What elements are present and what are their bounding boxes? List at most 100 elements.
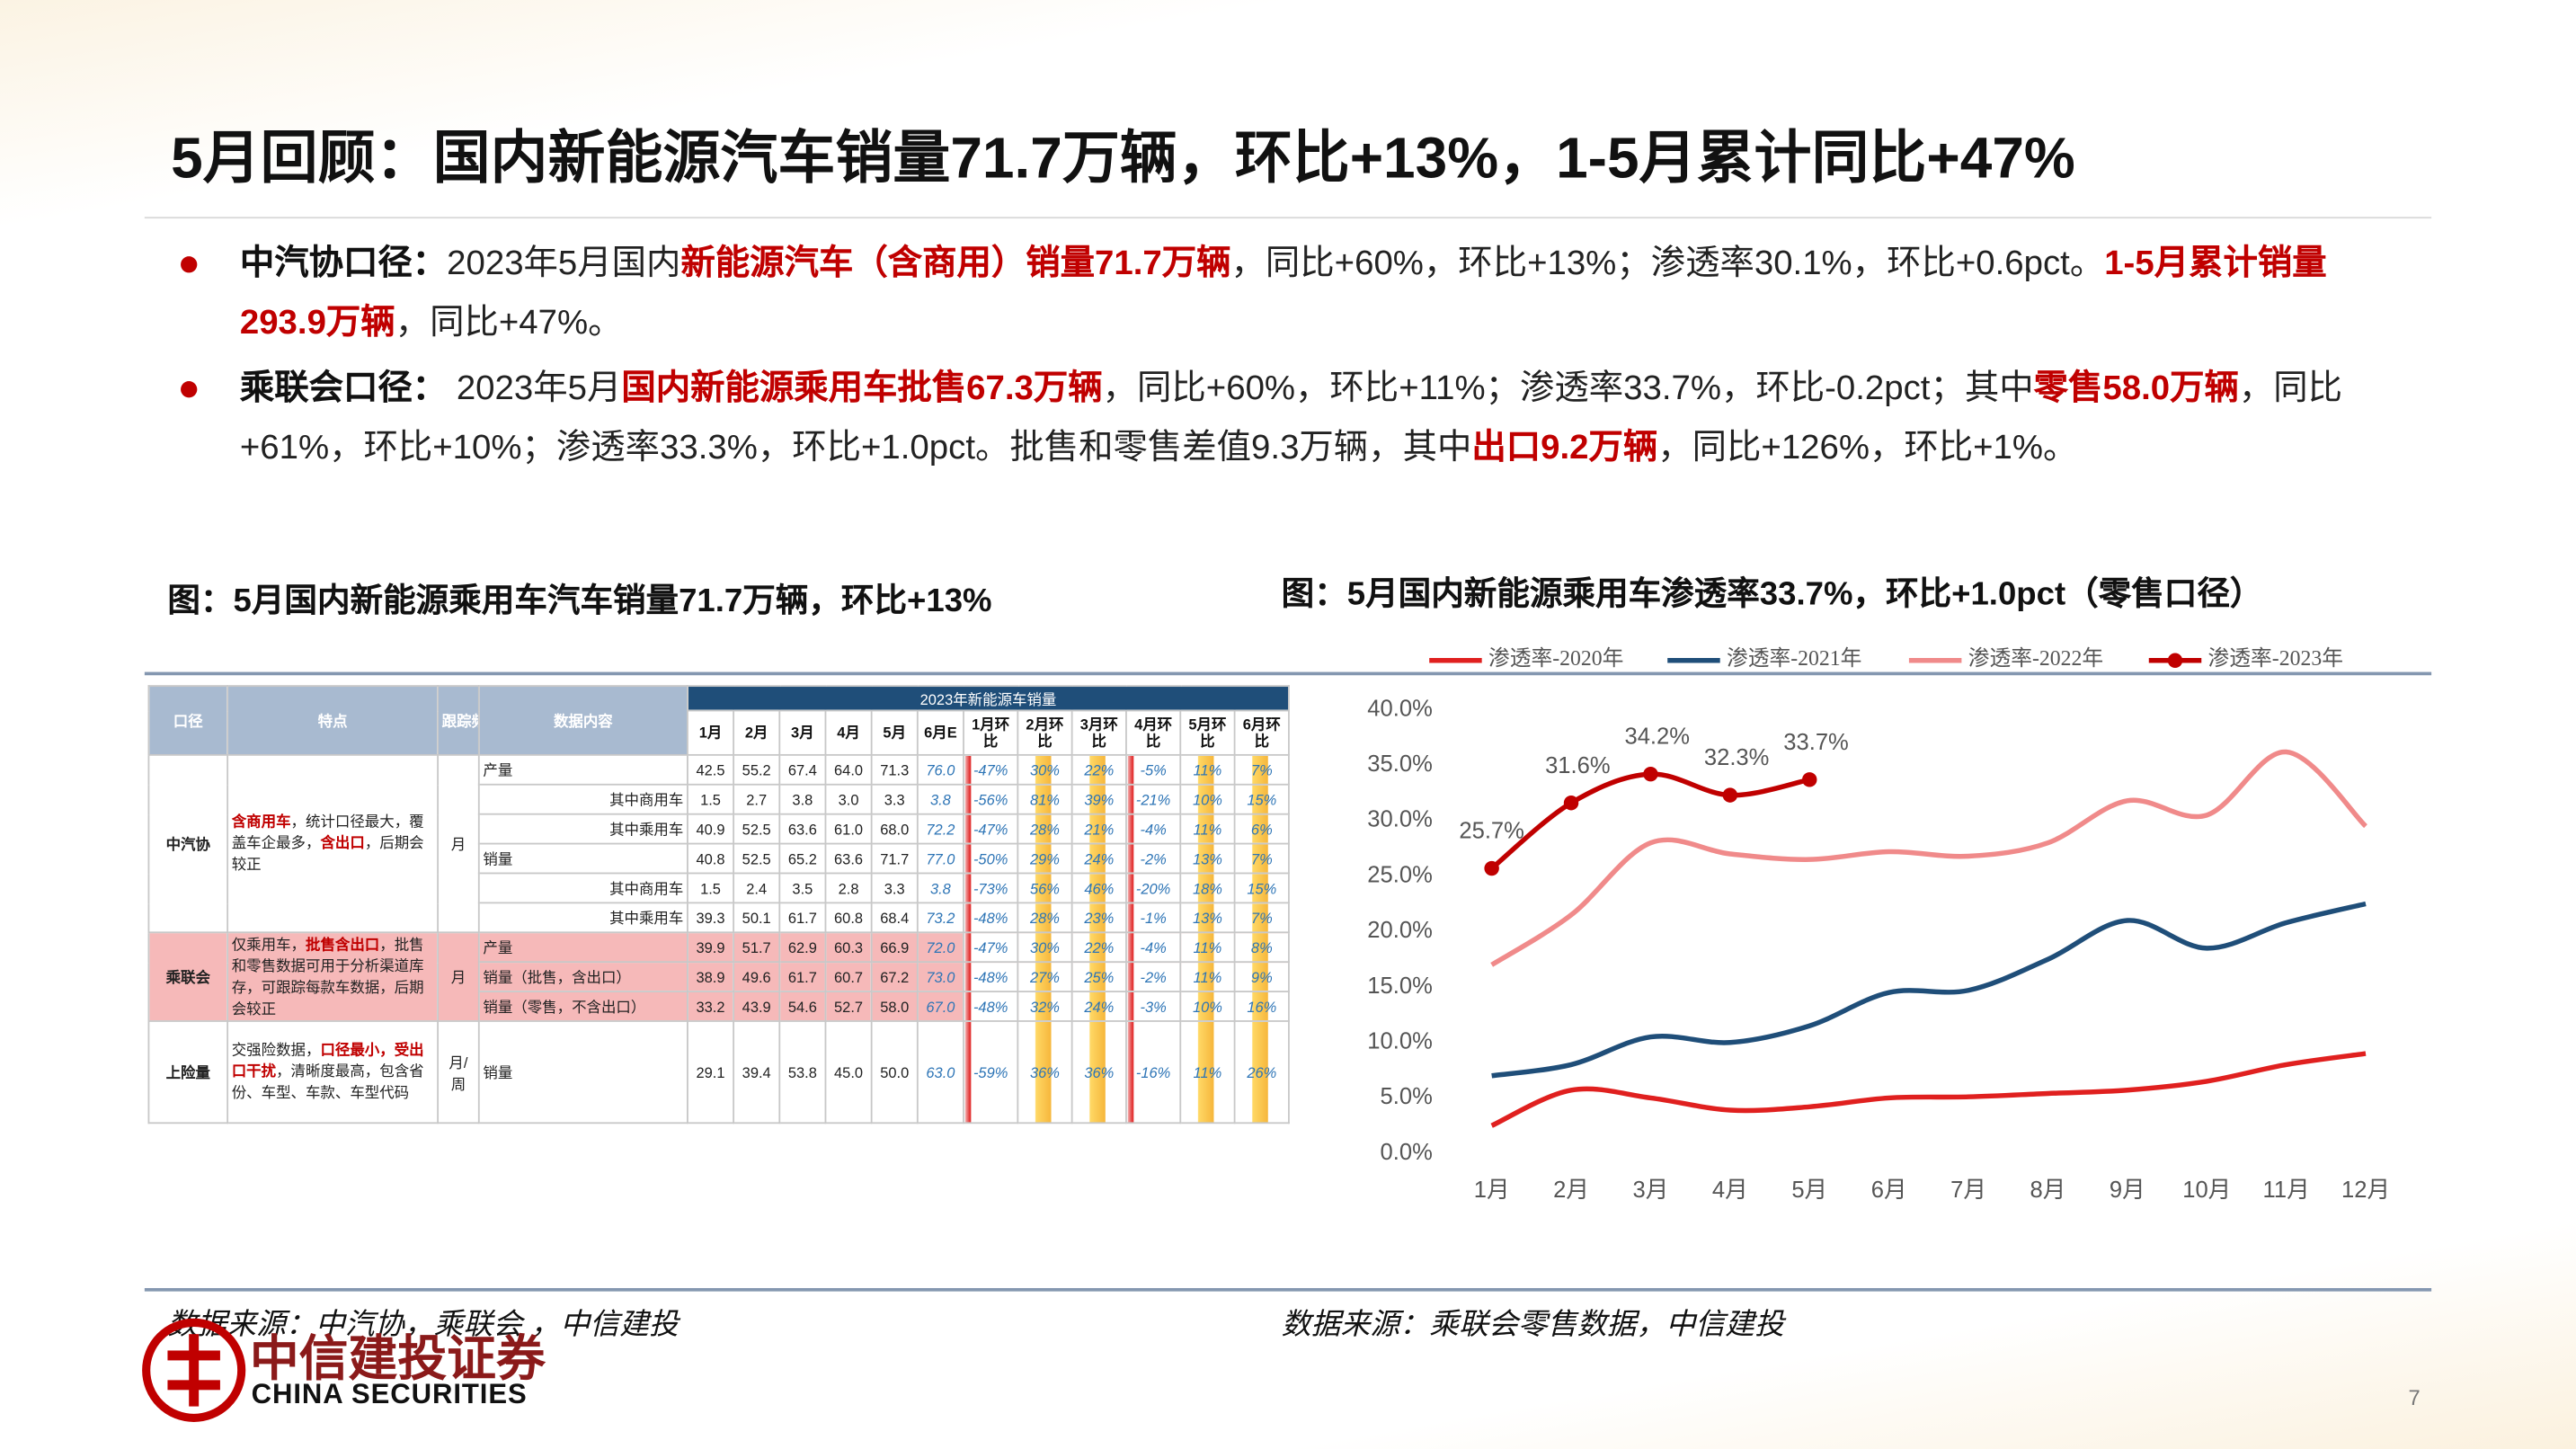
series-line — [1490, 1051, 2367, 1128]
table-cell: 15% — [1233, 783, 1290, 815]
table-cell: 51.7 — [733, 931, 781, 964]
table-cell: 25% — [1070, 961, 1127, 992]
table-cell: 45.0 — [824, 1020, 873, 1125]
table-cell: 73.0 — [916, 961, 964, 992]
table-cell: 64.0 — [824, 753, 873, 786]
table-cell: 39% — [1070, 783, 1127, 815]
table-cell: 60.8 — [824, 902, 873, 934]
text-run: 含商用车 — [231, 813, 291, 831]
x-tick-label: 12月 — [2341, 1178, 2390, 1203]
table-cell: 30% — [1017, 931, 1073, 964]
table-cell: -48% — [963, 902, 1019, 934]
point — [1643, 766, 1658, 782]
table-cell: 24% — [1070, 842, 1127, 875]
table-cell: -48% — [963, 991, 1019, 1022]
header-cell: 口径 — [147, 685, 229, 756]
slide-title: 5月回顾：国内新能源汽车销量71.7万辆，环比+13%，1-5月累计同比+47% — [171, 126, 2075, 191]
group-name: 乘联会 — [147, 931, 229, 1022]
x-tick-label: 9月 — [2110, 1178, 2145, 1203]
series-line — [1490, 749, 2367, 967]
table-cell: 52.5 — [733, 842, 781, 875]
table-cell: 3.3 — [870, 783, 919, 815]
legend-label: 渗透率-2023年 — [2208, 646, 2343, 671]
header-cell: 特点 — [227, 685, 440, 756]
table-cell: -47% — [963, 813, 1019, 845]
group-feature: 含商用车，统计口径最大，覆盖车企最多，含出口，后期会较正 — [227, 753, 440, 934]
row-label: 其中乘用车 — [477, 813, 688, 845]
table-cell: 6% — [1233, 813, 1290, 845]
table-cell: 22% — [1070, 931, 1127, 964]
table-cell: 54.6 — [778, 991, 827, 1022]
y-tick-label: 20.0% — [1367, 918, 1433, 943]
table-cell: 71.3 — [870, 753, 919, 786]
table-cell: 39.9 — [687, 931, 735, 964]
x-tick-label: 11月 — [2263, 1178, 2310, 1203]
table-cell: 3.8 — [916, 783, 964, 815]
point — [1722, 787, 1738, 803]
text-run: 零售58.0万辆 — [2033, 369, 2239, 408]
source: 数据来源：乘联会零售数据，中信建投 — [1281, 1307, 1784, 1341]
group-feature: 交强险数据，口径最小，受出口干扰，清晰度最高，包含省份、车型、车款、车型代码 — [227, 1020, 440, 1125]
table-cell: 42.5 — [687, 753, 735, 786]
table-cell: 72.0 — [916, 931, 964, 964]
table-cell: -5% — [1125, 753, 1182, 786]
y-tick-label: 40.0% — [1367, 696, 1433, 721]
bullet: 乘联会口径： 2023年5月国内新能源乘用车批售67.3万辆，同比+60%，环比… — [181, 360, 2407, 478]
table-cell: 11% — [1179, 931, 1236, 964]
table-cell: 50.0 — [870, 1020, 919, 1125]
table-cell: 28% — [1017, 813, 1073, 845]
table-cell: 39.4 — [733, 1020, 781, 1125]
bullet: 中汽协口径：2023年5月国内新能源汽车（含商用）销量71.7万辆，同比+60%… — [181, 235, 2407, 353]
column-header: 4月 — [824, 709, 873, 756]
table-cell: 62.9 — [778, 931, 827, 964]
table-cell: -56% — [963, 783, 1019, 815]
table-cell: 3.5 — [778, 872, 827, 904]
table-cell: 3.0 — [824, 783, 873, 815]
row-label: 销量 — [477, 1020, 688, 1125]
text-run: 国内新能源乘用车批售67.3万辆 — [621, 369, 1103, 408]
x-tick-label: 2月 — [1553, 1178, 1589, 1203]
page-number: 7 — [2408, 1384, 2421, 1410]
table-cell: 16% — [1233, 991, 1290, 1022]
table-cell: 10% — [1179, 991, 1236, 1022]
table-cell: 10% — [1179, 783, 1236, 815]
text-run: ，同比+61%，环比+10%；渗透率33.3%，环比+1.0pct。批售和零售差… — [239, 369, 2343, 467]
text-run: ，同比+47%。 — [395, 304, 623, 342]
text-run: ，同比+60%，环比+13%；渗透率30.1%，环比+0.6pct。 — [1230, 244, 2105, 283]
group-frequency: 月/周 — [437, 1020, 480, 1125]
table-cell: 68.4 — [870, 902, 919, 934]
text-run: ，统计口径最大，覆盖车企最多， — [231, 813, 424, 851]
y-tick-label: 10.0% — [1367, 1028, 1433, 1053]
table-row: 中汽协 含商用车，统计口径最大，覆盖车企最多，含出口，后期会较正月产量 42.5 55… — [147, 753, 1290, 934]
column-header: 3月 — [778, 709, 827, 756]
table-cell: 39.3 — [687, 902, 735, 934]
table-cell: -4% — [1125, 813, 1182, 845]
table-cell: -59% — [963, 1020, 1019, 1125]
series-line — [1489, 771, 1810, 871]
table-cell: 9% — [1233, 961, 1290, 992]
divider — [144, 1287, 2432, 1292]
x-tick-label: 4月 — [1712, 1178, 1748, 1203]
table-cell: 61.7 — [778, 961, 827, 992]
header-cell: 数据内容 — [477, 685, 688, 756]
table-cell: 58.0 — [870, 991, 919, 1022]
table-cell: -2% — [1125, 961, 1182, 992]
y-tick-label: 5.0% — [1381, 1084, 1433, 1109]
table-cell: 77.0 — [916, 842, 964, 875]
table-cell: -47% — [963, 931, 1019, 964]
table-cell: 1.5 — [687, 783, 735, 815]
table-cell: 36% — [1017, 1020, 1073, 1125]
table-row: 其中商用车 1.5 2.7 3.8 3.0 3.3 3.8 -56% 81% 39% -21% 10%… — [148, 783, 1290, 815]
table-cell: 53.8 — [778, 1020, 827, 1125]
logo-english: CHINA SECURITIES — [251, 1378, 528, 1410]
series-line — [1491, 901, 2367, 1079]
table-cell: 55.2 — [733, 753, 781, 786]
group-header: 2023年新能源车销量 — [687, 685, 1290, 712]
table-cell: 56% — [1017, 872, 1073, 904]
table-cell: 60.7 — [824, 961, 873, 992]
x-tick-label: 10月 — [2182, 1178, 2231, 1203]
caption: 图：5月国内新能源乘用车渗透率33.7%，环比+1.0pct（零售口径） — [1281, 576, 2263, 613]
table-cell: 67.0 — [916, 991, 964, 1022]
text-run: 出口9.2万辆 — [1471, 429, 1658, 467]
table-row: 乘联会 仅乘用车，批售含出口，批售和零售数据可用于分析渠道库存，可跟踪每款车数据，… — [147, 931, 1290, 1022]
